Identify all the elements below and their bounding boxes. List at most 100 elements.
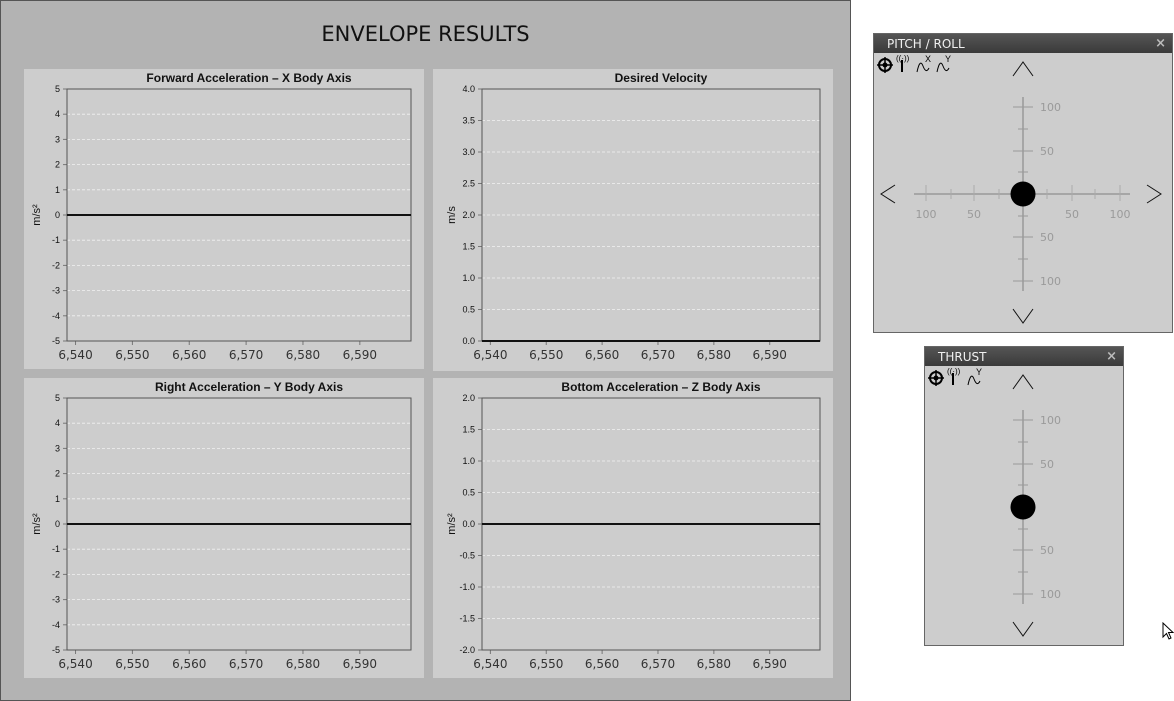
- up-arrow-icon[interactable]: [1012, 374, 1034, 390]
- envelope-results-panel: ENVELOPE RESULTS Forward Acceleration – …: [0, 0, 851, 701]
- y-tick-label: -2: [52, 260, 60, 270]
- v-scale-label: 50: [1040, 544, 1054, 557]
- x-tick-label: 6,560: [585, 657, 619, 671]
- y-tick-label: 1: [55, 494, 60, 504]
- x-tick-label: 6,590: [343, 657, 377, 671]
- x-tick-label: 6,550: [115, 348, 149, 362]
- y-tick-label: 0.0: [462, 519, 475, 529]
- y-tick-label: -1.0: [459, 582, 475, 592]
- x-tick-label: 6,580: [697, 657, 731, 671]
- y-tick-label: -4: [52, 620, 60, 630]
- up-arrow-icon[interactable]: [1012, 61, 1034, 77]
- waves: ((·)): [896, 54, 910, 63]
- x-tick-label: 6,570: [641, 348, 675, 362]
- x-tick-label: 6,540: [58, 348, 92, 362]
- x-tick-label: 6,570: [229, 348, 263, 362]
- x-tick-label: 6,570: [641, 657, 675, 671]
- wave-y-icon: Y: [967, 367, 982, 386]
- x-tick-label: 6,550: [529, 657, 563, 671]
- h-scale-label: 50: [967, 208, 981, 221]
- right-arrow-icon[interactable]: [1146, 184, 1162, 204]
- y-tick-label: 0.0: [462, 336, 475, 346]
- y-axis-label: m/s²: [31, 204, 43, 226]
- y-tick-label: 2: [55, 469, 60, 479]
- y-tick-label: -2.0: [459, 645, 475, 655]
- window-title: PITCH / ROLL: [887, 37, 965, 51]
- h-scale-label: 100: [916, 208, 937, 221]
- thrust-knob[interactable]: [1010, 494, 1036, 520]
- waves: ((·)): [947, 367, 961, 376]
- x-tick-label: 6,590: [753, 348, 787, 362]
- y-tick-label: -1: [52, 235, 60, 245]
- y-tick-label: 2.0: [462, 210, 475, 220]
- window-titlebar[interactable]: THRUST ×: [925, 347, 1123, 366]
- y-axis-label: m/s: [446, 206, 458, 224]
- pitch-roll-joystick[interactable]: ((·)) X Y 100 50 50 100 100 50 50 100: [874, 54, 1172, 332]
- x-tick-label: 6,540: [473, 348, 507, 362]
- y-tick-label: 4: [55, 418, 60, 428]
- y-tick-label: 2: [55, 160, 60, 170]
- y-tick-label: 3.0: [462, 147, 475, 157]
- y-tick-label: 5: [55, 84, 60, 94]
- y-tick-label: 1.5: [462, 425, 475, 435]
- axis-letter: Y: [976, 367, 982, 377]
- chart-svg: Forward Acceleration – X Body Axis -5 -4 -3…: [31, 71, 412, 362]
- x-tick-label: 6,580: [286, 657, 320, 671]
- chart-title: Forward Acceleration – X Body Axis: [146, 71, 351, 85]
- x-tick-label: 6,580: [697, 348, 731, 362]
- x-tick-label: 6,590: [343, 348, 377, 362]
- y-tick-label: 1: [55, 185, 60, 195]
- v-scale-label: 100: [1040, 101, 1061, 114]
- y-axis-label: m/s²: [31, 513, 43, 535]
- axis-letter: X: [925, 54, 931, 64]
- thrust-window[interactable]: THRUST × ((·)) Y 100 50 50 100: [924, 346, 1124, 646]
- chart-svg: Right Acceleration – Y Body Axis -5 -4 -3 -2…: [31, 380, 412, 671]
- y-tick-label: 5: [55, 393, 60, 403]
- y-tick-label: 3: [55, 443, 60, 453]
- y-tick-label: -5: [52, 336, 60, 346]
- y-tick-label: -1: [52, 544, 60, 554]
- crosshair-icon: [877, 57, 893, 73]
- wave-y-icon: Y: [936, 54, 951, 73]
- y-tick-label: 0: [55, 210, 60, 220]
- joystick-knob[interactable]: [1010, 181, 1036, 207]
- close-icon[interactable]: ×: [1106, 349, 1117, 364]
- close-icon[interactable]: ×: [1155, 36, 1166, 51]
- down-arrow-icon[interactable]: [1012, 621, 1034, 637]
- h-scale-label: 50: [1065, 208, 1079, 221]
- v-scale-label: 100: [1040, 275, 1061, 288]
- thrust-slider[interactable]: ((·)) Y 100 50 50 100: [925, 367, 1123, 645]
- chart-svg: Desired Velocity 0.0 0.5 1.0 1.5 2.0 2.5 3.0 3.5…: [446, 71, 821, 362]
- y-tick-label: -3: [52, 286, 60, 296]
- pitch-roll-window[interactable]: PITCH / ROLL × ((·)) X Y 100 50 50 100 100 50 50 10…: [873, 33, 1173, 333]
- v-scale-label: 100: [1040, 588, 1061, 601]
- crosshair-icon: [928, 370, 944, 386]
- y-tick-label: 2.0: [462, 393, 475, 403]
- antenna-icon: ((·)): [896, 54, 910, 72]
- chart-title: Right Acceleration – Y Body Axis: [155, 380, 343, 394]
- y-tick-label: -0.5: [459, 551, 475, 561]
- x-tick-label: 6,540: [58, 657, 92, 671]
- y-tick-label: -5: [52, 645, 60, 655]
- y-tick-label: -4: [52, 311, 60, 321]
- page-title: ENVELOPE RESULTS: [321, 22, 530, 46]
- down-arrow-icon[interactable]: [1012, 308, 1034, 324]
- y-tick-label: 1.0: [462, 273, 475, 283]
- y-tick-label: 1.5: [462, 242, 475, 252]
- chart-bottom-acceleration: Bottom Acceleration – Z Body Axis -2.0 -1.…: [433, 378, 833, 678]
- x-tick-label: 6,550: [115, 657, 149, 671]
- y-tick-label: 0.5: [462, 488, 475, 498]
- left-arrow-icon[interactable]: [880, 184, 896, 204]
- y-tick-label: 1.0: [462, 456, 475, 466]
- chart-right-acceleration: Right Acceleration – Y Body Axis -5 -4 -3 -2…: [24, 378, 424, 678]
- window-titlebar[interactable]: PITCH / ROLL ×: [874, 34, 1172, 53]
- v-scale-label: 100: [1040, 414, 1061, 427]
- x-tick-label: 6,560: [585, 348, 619, 362]
- wave: [916, 62, 930, 73]
- x-tick-label: 6,560: [172, 348, 206, 362]
- y-tick-label: 2.5: [462, 179, 475, 189]
- chart-title: Bottom Acceleration – Z Body Axis: [561, 380, 760, 394]
- wave: [967, 375, 981, 386]
- chart-forward-acceleration: Forward Acceleration – X Body Axis -5 -4 -3…: [24, 69, 424, 369]
- chart-title: Desired Velocity: [615, 71, 708, 85]
